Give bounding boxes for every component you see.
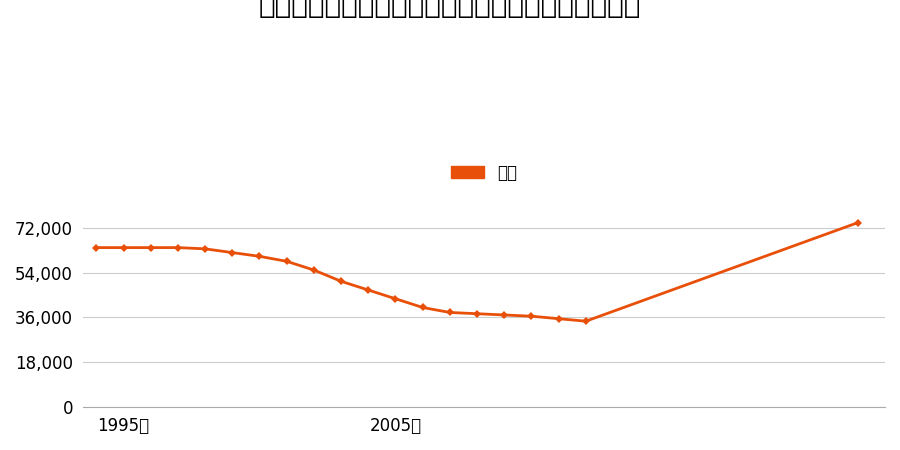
Text: 福島県郡山市喜久田町卸１丁目７１番１の地価推移: 福島県郡山市喜久田町卸１丁目７１番１の地価推移	[259, 0, 641, 19]
価格	[418, 305, 428, 310]
価格	[580, 319, 591, 324]
価格	[390, 296, 400, 302]
価格	[309, 267, 320, 273]
価格	[499, 312, 509, 318]
価格	[526, 314, 537, 319]
価格	[445, 310, 455, 315]
価格	[254, 254, 265, 259]
価格	[282, 259, 292, 264]
価格	[227, 250, 238, 255]
価格	[554, 316, 564, 321]
価格	[200, 246, 211, 252]
価格	[118, 245, 129, 250]
Line: 価格: 価格	[94, 220, 861, 324]
価格	[852, 220, 863, 225]
Legend: 価格: 価格	[444, 157, 524, 188]
価格	[472, 311, 482, 316]
価格	[145, 245, 156, 250]
価格	[173, 245, 184, 250]
価格	[336, 279, 346, 284]
価格	[91, 245, 102, 250]
価格	[363, 287, 374, 292]
